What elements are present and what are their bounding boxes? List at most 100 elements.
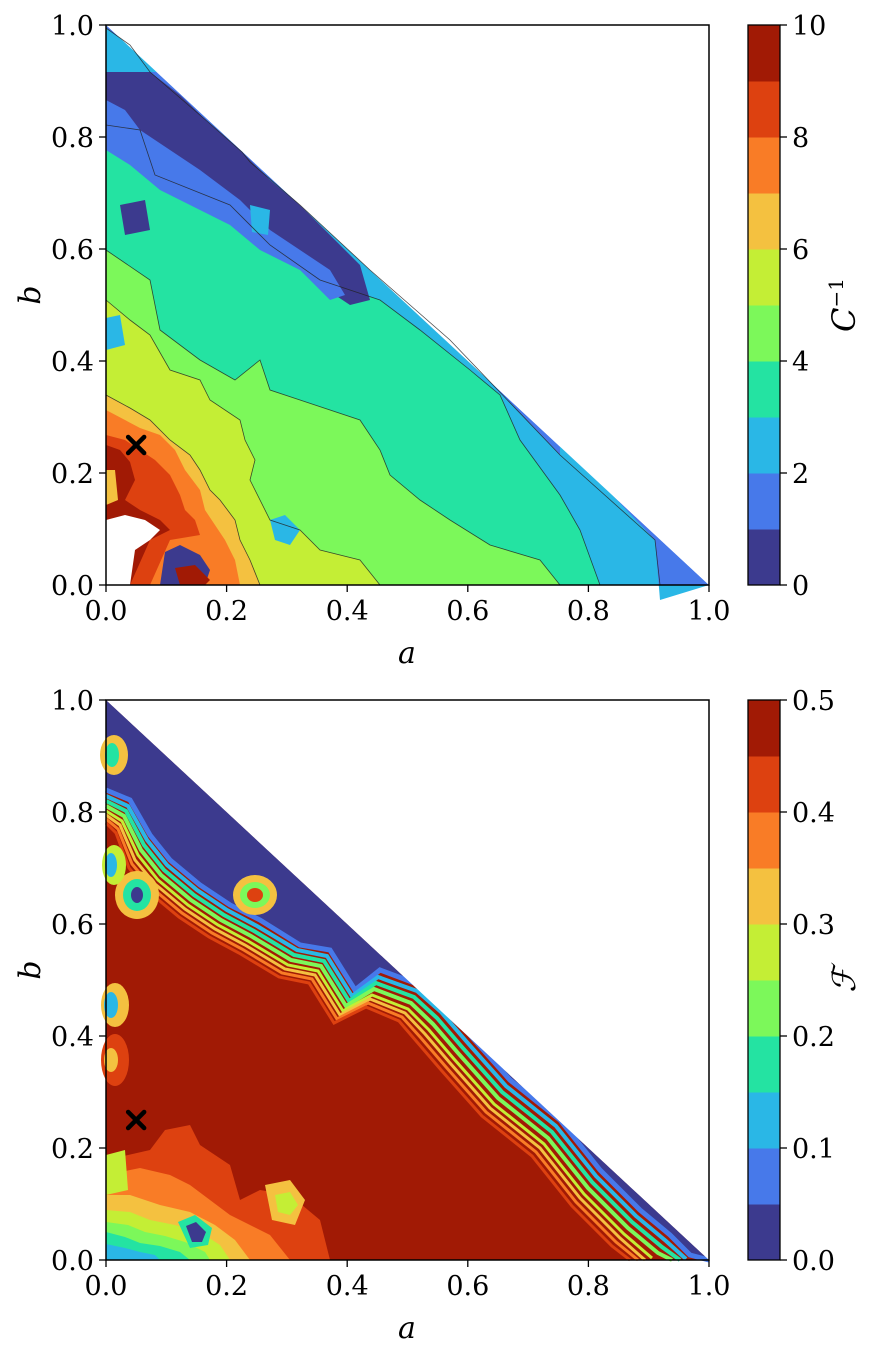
x-tick-label: 1.0 — [688, 1271, 731, 1302]
y-axis: 0.0 0.2 0.4 0.6 0.8 1.0 — [51, 686, 106, 1277]
island-12 — [104, 992, 118, 1018]
y-tick-label: 0.6 — [51, 235, 94, 266]
colorbar-label: ℱ — [825, 962, 863, 993]
marker-point — [125, 1109, 147, 1131]
colorbar-segment — [748, 417, 780, 474]
x-axis-label: a — [398, 1311, 416, 1346]
y-tick-label: 0.2 — [51, 1134, 94, 1165]
colorbar-tick-label: 4 — [792, 347, 809, 378]
x-tick-label: 0.6 — [446, 1271, 489, 1302]
y-axis: 0.0 0.2 0.4 0.6 0.8 1.0 — [51, 11, 106, 602]
transition-edge-2 — [105, 794, 688, 1261]
level-band-15 — [175, 565, 210, 585]
colorbar-tick-label: 0.5 — [792, 686, 835, 717]
x-tick-label: 0.6 — [446, 596, 489, 627]
colorbar-tick-label: 8 — [792, 123, 809, 154]
colorbar-tick-label: 6 — [792, 235, 809, 266]
y-axis-label: b — [13, 960, 48, 979]
island-14 — [104, 1048, 118, 1072]
x-tick-label: 0.2 — [205, 596, 248, 627]
colorbar-tick-label: 2 — [792, 459, 809, 490]
level-band-17 — [106, 315, 125, 350]
transition-edge-4 — [105, 804, 673, 1262]
y-tick-label: 0.4 — [51, 1022, 94, 1053]
plot-frame — [105, 699, 710, 1261]
colorbar-tick-label: 0.4 — [792, 798, 835, 829]
transition-edge-1 — [105, 787, 710, 1263]
y-tick-label: 0.8 — [51, 798, 94, 829]
colorbar-segment — [748, 25, 780, 82]
x-tick-label: 0.0 — [85, 1271, 128, 1302]
region-outside-domain — [106, 25, 709, 585]
panel-inverse-c: 0.0 0.2 0.4 0.6 0.8 1.0 0.00.20.40.60.81.0 a … — [13, 11, 863, 671]
colorbar-segment — [748, 1204, 780, 1261]
contour-lines — [105, 27, 661, 586]
y-tick-label: 0.8 — [51, 123, 94, 154]
island-8 — [105, 743, 119, 767]
colorbar-segment — [748, 924, 780, 981]
x-tick-label: 0.2 — [205, 1271, 248, 1302]
marker-point — [125, 434, 147, 456]
colorbar-segment — [748, 137, 780, 194]
level-band-13 — [275, 1192, 298, 1215]
x-axis: 0.0 0.2 0.4 0.6 0.8 1.0 — [85, 585, 731, 627]
colorbar-segment — [748, 473, 780, 530]
y-tick-label: 1.0 — [51, 11, 94, 42]
colorbar-segment — [748, 305, 780, 362]
plot-frame — [105, 24, 710, 586]
y-tick-label: 1.0 — [51, 686, 94, 717]
transition-edge-3 — [105, 799, 682, 1262]
x-tick-label: 0.8 — [567, 596, 610, 627]
colorbar-segment — [748, 756, 780, 813]
island-10 — [105, 853, 117, 877]
colorbar-segment — [748, 1036, 780, 1093]
colorbar-segment — [748, 980, 780, 1037]
colorbar-segment — [748, 700, 780, 757]
island-6 — [131, 887, 143, 903]
colorbar-tick-label: 0.2 — [792, 1022, 835, 1053]
x-tick-label: 0.8 — [567, 1271, 610, 1302]
colorbar-tick-label: 0 — [792, 571, 809, 602]
colorbar-segment — [748, 81, 780, 138]
level-band-9 — [106, 1244, 160, 1260]
colorbar-segment — [748, 868, 780, 925]
colorbar-segment — [748, 193, 780, 250]
level-band-11 — [186, 1222, 206, 1242]
level-band-18 — [120, 200, 150, 235]
y-tick-label: 0.0 — [51, 1246, 94, 1277]
level-band-20 — [106, 470, 118, 505]
colorbar-tick-label: 0.0 — [792, 1246, 835, 1277]
level-band-14 — [106, 1150, 128, 1195]
x-axis: 0.0 0.2 0.4 0.6 0.8 1.0 — [85, 1260, 731, 1302]
contour-plot — [100, 700, 710, 1263]
x-tick-label: 0.4 — [326, 596, 369, 627]
y-axis-label: b — [13, 285, 48, 304]
y-tick-label: 0.2 — [51, 459, 94, 490]
colorbar-segment — [748, 529, 780, 586]
contour-plot — [105, 25, 709, 600]
region-outside-domain — [106, 700, 709, 1260]
colorbar-segment — [748, 1148, 780, 1205]
colorbar-segment — [748, 361, 780, 418]
transition-edge-5 — [105, 809, 653, 1260]
x-tick-label: 0.4 — [326, 1271, 369, 1302]
x-tick-label: 1.0 — [688, 596, 731, 627]
x-axis-label: a — [398, 636, 416, 671]
colorbar: 0 2 4 6 8 10 — [747, 11, 826, 602]
y-tick-label: 0.4 — [51, 347, 94, 378]
level-band-11 — [106, 45, 370, 305]
island-3 — [247, 888, 263, 902]
colorbar: 0.0 0.1 0.2 0.3 0.4 0.5 — [747, 686, 835, 1277]
marker-stroke — [125, 1109, 147, 1131]
marker-stroke — [125, 434, 147, 456]
colorbar-label: C−1 — [824, 278, 863, 332]
colorbar-frame — [747, 699, 781, 1261]
colorbar-segment — [748, 812, 780, 869]
panel-f: 0.0 0.2 0.4 0.6 0.8 1.0 0.00.20.40.60.81.0 a … — [13, 686, 863, 1346]
y-tick-label: 0.0 — [51, 571, 94, 602]
y-tick-label: 0.6 — [51, 910, 94, 941]
colorbar-frame — [747, 24, 781, 586]
colorbar-tick-label: 0.3 — [792, 910, 835, 941]
colorbar-tick-label: 10 — [792, 11, 826, 42]
